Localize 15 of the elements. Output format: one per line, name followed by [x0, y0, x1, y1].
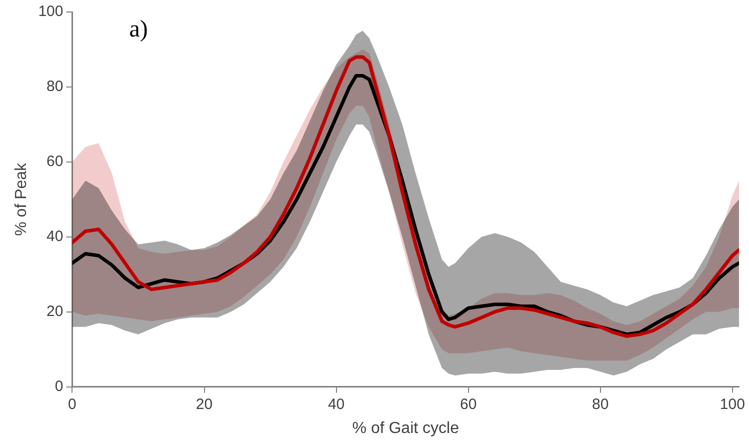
annotation: a) [129, 16, 148, 42]
y-tick-label: 60 [46, 153, 64, 170]
y-tick-label: 40 [46, 228, 64, 246]
y-tick-label: 20 [46, 302, 64, 320]
y-tick-label: 100 [38, 3, 64, 20]
x-tick-label: 60 [460, 396, 477, 413]
y-tick-label: 80 [46, 78, 64, 96]
x-tick-label: 80 [592, 396, 609, 413]
x-tick-label: 40 [328, 396, 345, 413]
x-tick-label: 0 [68, 396, 76, 413]
x-tick-label: 20 [196, 396, 213, 413]
x-axis-title: % of Gait cycle [352, 420, 460, 437]
x-tick-label: 100 [720, 396, 745, 413]
y-axis-title: % of Peak [13, 162, 30, 236]
y-tick-label: 0 [54, 378, 64, 395]
